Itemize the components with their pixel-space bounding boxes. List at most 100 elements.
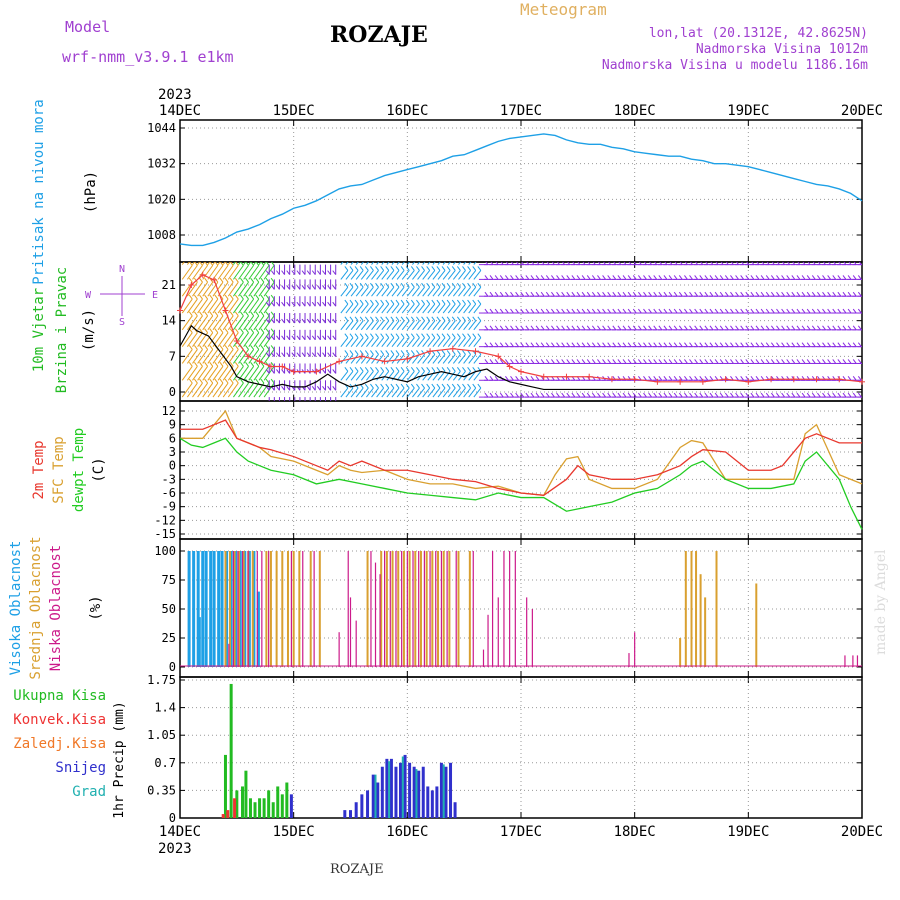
wind-barb [263,262,267,265]
wind-barb-flag [311,335,316,341]
wind-barb-flag [765,291,770,297]
cloud-mid-bar [286,551,289,667]
wind-barb-flag [623,262,627,265]
wind-barb [417,286,425,297]
wind-barb-flag [556,291,560,297]
wind-barb-flag [602,291,606,297]
wind-barb-flag [770,392,775,398]
cloud-mid-bar [408,551,411,667]
wind-barb-flag [199,277,203,283]
wind-barb-flag [370,266,374,271]
wind-barb [417,270,425,280]
wind-barb-flag [806,325,811,331]
wind-barb-flag [658,291,663,297]
wind-barb-flag [648,291,653,297]
wind-barb-flag [250,361,255,367]
wind-barb-flag [545,325,550,331]
wind-barb-flag [612,342,617,347]
wind-barb [386,270,395,280]
wind-barb-flag [786,359,791,364]
wind-barb-flag [255,378,260,384]
wind-barb [371,387,379,398]
wind-barb-flag [607,291,612,297]
wind-barb [406,303,415,314]
wind-barb-flag [494,375,499,381]
wind-barb-flag [499,359,504,364]
wind-barb [417,320,425,331]
wind-barb-flag [822,392,826,398]
cloud-high-bar [256,591,260,667]
wind-barb [227,349,239,364]
wind-barb-flag [540,342,545,347]
wind-barb-flag [837,359,842,364]
wind-barb [202,349,214,364]
wind-barb-flag [556,325,560,331]
wind-barb-flag [674,262,678,265]
wind-barb-flag [441,299,446,305]
wind-barb-flag [472,316,477,322]
wind-barb-flag [276,352,280,357]
wind-barb-flag [286,318,291,324]
wind-barb-flag [556,262,560,265]
wind-barb [422,303,431,314]
wind-barb [202,332,214,347]
wind-barb-flag [608,262,612,265]
wind-barb [186,262,190,265]
wind-barb-flag [591,392,596,398]
wind-barb-flag [637,359,642,364]
wind-barb-flag [209,328,214,333]
wind-barb-flag [234,361,239,367]
wind-barb [233,315,244,331]
x-tick-label-bottom: 18DEC [614,824,656,840]
wind-barb-flag [664,262,668,265]
wind-barb-flag [653,359,658,364]
wind-barb [412,286,420,297]
wind-barb-flag [510,325,514,331]
wind-barb-flag [494,291,499,297]
wind-barb-flag [359,299,364,305]
wind-barb-flag [719,342,724,347]
wind-barb-flag [234,277,239,283]
x-tick-label-top: 20DEC [841,103,883,119]
wind-barb [432,337,441,347]
wind-barb-flag [245,294,249,300]
wind-barb [427,354,436,364]
wind-barb-flag [456,299,461,305]
wind-barb-flag [658,308,663,314]
wind-barb-flag [467,316,471,322]
y-tick-label: 3 [169,445,176,459]
wind-barb-flag [436,350,441,355]
wind-barb [391,303,400,314]
wind-barb-flag [376,252,379,256]
wind-barb-flag [431,333,436,338]
wind-barb-flag [852,359,857,364]
wind-barb [391,354,400,364]
wind-barb-flag [245,277,249,283]
wind-barb-flag [255,345,260,350]
wind-barb-flag [750,275,755,280]
wind-barb-flag [265,294,270,300]
wind-barb-flag [193,345,198,350]
wind-barb [427,320,436,331]
wind-barb-flag [724,342,729,347]
wind-barb-flag [250,311,255,317]
wind-barb-flag [811,275,816,280]
wind-barb-flag [359,350,364,355]
wind-barb-flag [540,325,545,331]
wind-barb [345,262,349,265]
wind-barb-flag [441,282,446,288]
wind-barb-flag [390,266,395,271]
wind-barb-flag [837,325,842,331]
wind-barb-flag [265,385,270,391]
wind-barb-flag [571,359,576,364]
wind-barb [227,265,239,280]
wind-barb [386,387,395,398]
wind-barb [350,387,359,398]
wind-barb-flag [505,375,509,381]
wind-barb [458,303,466,314]
wind-barb-flag [467,383,471,389]
wind-speed-line [179,324,862,391]
cloud-low-bar [634,632,636,667]
cloud-low-bar [852,655,854,667]
wind-barb-flag [586,325,591,331]
